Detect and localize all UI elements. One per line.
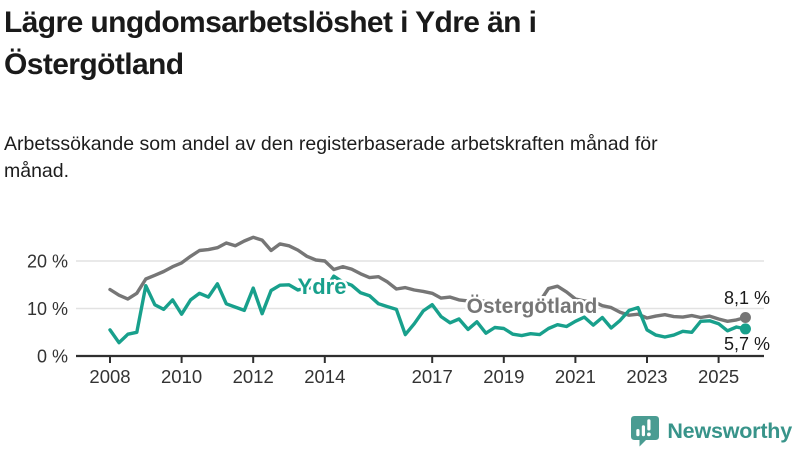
end-value-label-östergötland: 8,1 % <box>724 288 770 308</box>
series-end-dot-ydre <box>739 323 751 335</box>
x-axis-tick-label: 2019 <box>483 366 524 387</box>
series-end-dot-östergötland <box>739 312 751 324</box>
bar-chart-speech-bubble-icon <box>631 416 660 447</box>
y-axis-tick-label: 10 % <box>27 299 68 319</box>
x-axis-tick-label: 2014 <box>304 366 345 387</box>
chart-title: Lägre ungdomsarbetslöshet i Ydre än i Ös… <box>4 6 537 81</box>
line-chart: 0 % 10 % 20 % 2008 2010 2012 2014 2017 2019 2021 2… <box>0 213 800 405</box>
y-axis-tick-label: 20 % <box>27 252 68 272</box>
x-axis-tick-label: 2010 <box>161 366 202 387</box>
x-axis-tick-label: 2025 <box>698 366 739 387</box>
chart-subtitle: Arbetssökande som andel av den registerb… <box>4 133 658 182</box>
series-line-ydre <box>108 274 748 345</box>
newsworthy-brand-link[interactable]: Newsworthy <box>630 414 792 448</box>
x-axis-tick-label: 2017 <box>412 366 453 387</box>
x-axis-tick-label: 2021 <box>555 366 596 387</box>
brand-name: Newsworthy <box>667 418 792 443</box>
x-axis-tick-label: 2008 <box>89 366 130 387</box>
y-axis-tick-label: 0 % <box>37 347 68 367</box>
line-chart-svg: 0 % 10 % 20 % 2008 2010 2012 2014 2017 2019 2021 2… <box>27 235 770 387</box>
series-label-ydre: Ydre <box>298 274 347 299</box>
x-axis-tick-label: 2012 <box>233 366 274 387</box>
x-axis-tick-label: 2023 <box>626 366 667 387</box>
end-value-label-ydre: 5,7 % <box>724 334 770 354</box>
series-label-östergötland: Östergötland <box>467 295 598 318</box>
